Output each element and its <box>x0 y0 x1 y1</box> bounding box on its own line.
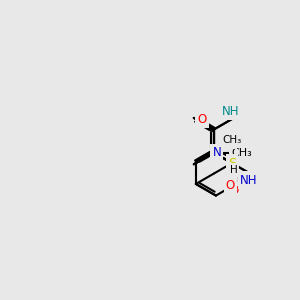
Text: O: O <box>226 134 235 147</box>
Text: NH: NH <box>222 105 239 118</box>
Text: N: N <box>212 146 221 159</box>
Text: S: S <box>228 157 236 169</box>
Text: CH₃: CH₃ <box>231 148 252 158</box>
Text: O: O <box>230 184 238 197</box>
Text: CH₃: CH₃ <box>222 135 242 146</box>
Text: O: O <box>198 113 207 126</box>
Text: H: H <box>230 165 237 175</box>
Text: NH: NH <box>240 174 257 187</box>
Text: O: O <box>226 179 235 192</box>
